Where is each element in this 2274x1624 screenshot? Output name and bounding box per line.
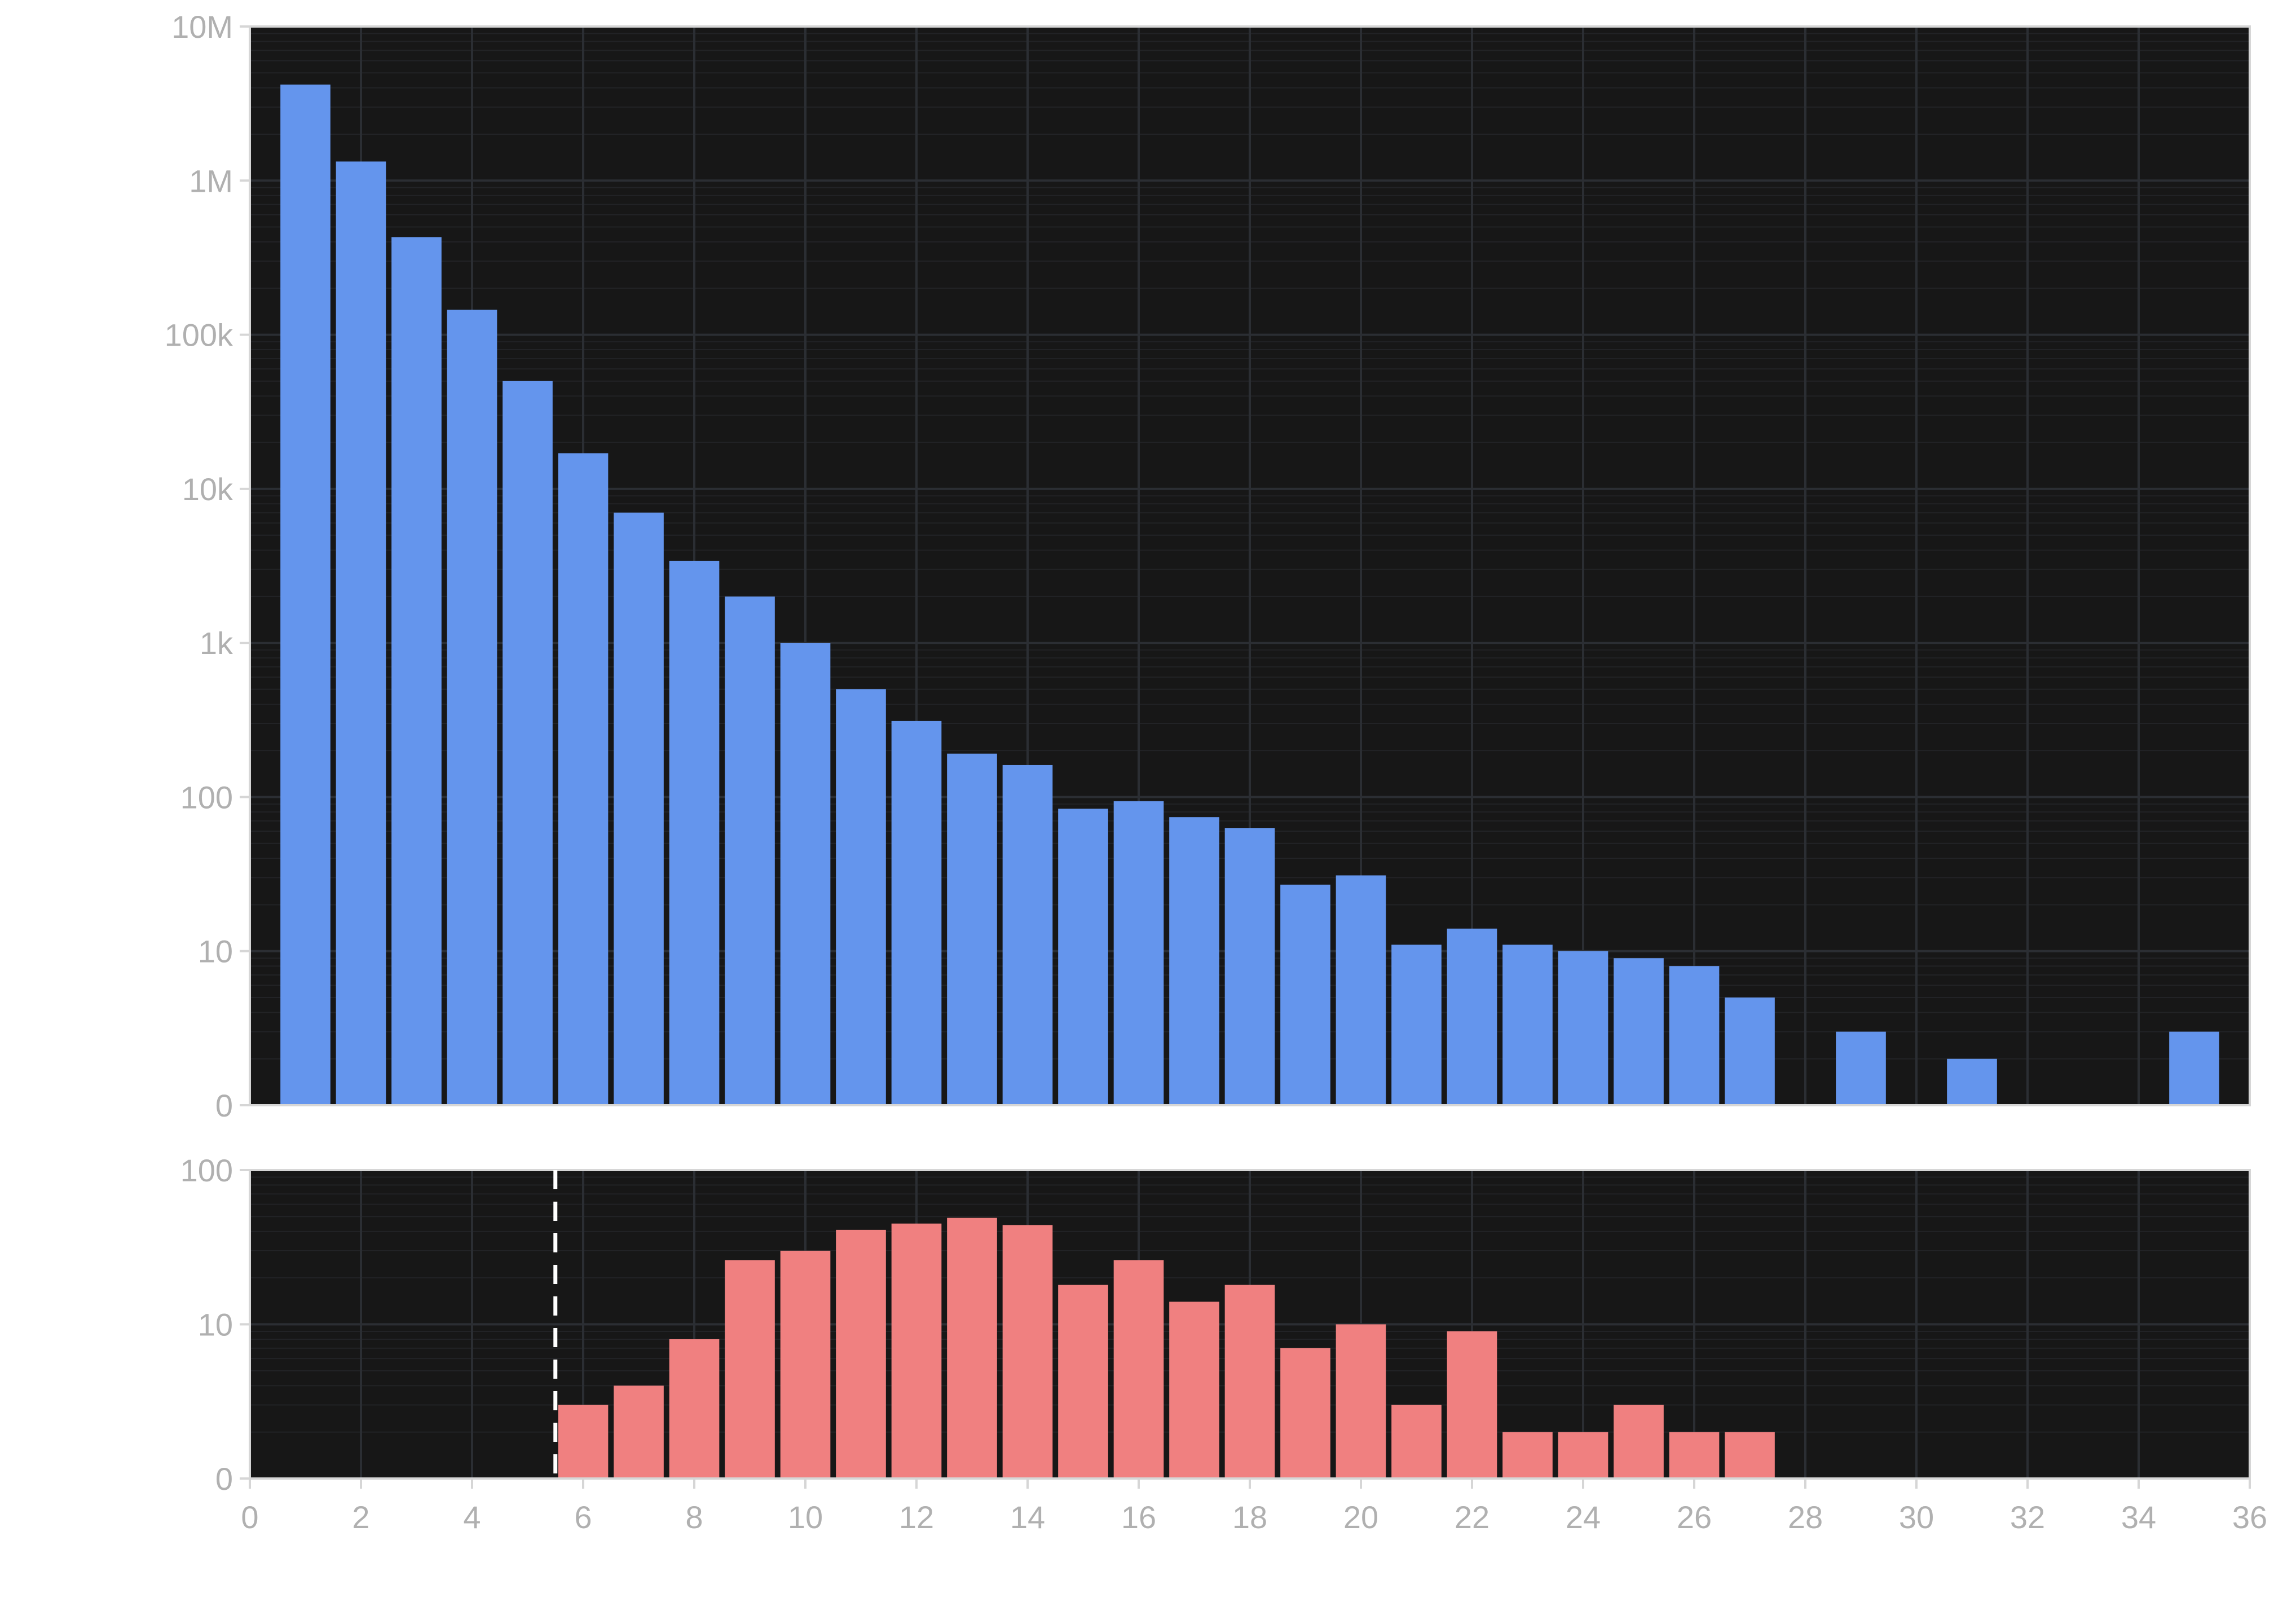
bottom-panel-bar-x12	[891, 1223, 942, 1479]
x-tick-label: 12	[899, 1499, 934, 1535]
x-tick-label: 8	[685, 1499, 703, 1535]
bottom-panel-bar-x18	[1224, 1285, 1275, 1479]
bottom-panel-bar-x10	[780, 1251, 831, 1479]
bottom-panel-bar-x19	[1280, 1348, 1330, 1479]
top-panel-bar-x14	[1002, 765, 1053, 1105]
top-panel-bar-x9	[725, 596, 775, 1105]
bottom-panel-bar-x24	[1558, 1432, 1608, 1479]
top-panel-bar-x13	[947, 753, 997, 1105]
x-tick-label: 6	[574, 1499, 592, 1535]
top-panel-bar-x3	[391, 237, 442, 1106]
top-panel-y-tick-label: 10	[198, 934, 233, 969]
bottom-panel-bar-x22	[1447, 1331, 1497, 1479]
top-panel-y-tick-label: 10M	[171, 9, 233, 45]
x-tick-label: 36	[2232, 1499, 2267, 1535]
x-tick-label: 18	[1232, 1499, 1267, 1535]
top-panel-bar-x17	[1169, 817, 1219, 1105]
top-panel-bar-x23	[1502, 945, 1553, 1105]
top-panel-bar-x21	[1391, 945, 1442, 1105]
top-panel-y-tick-label: 10k	[182, 471, 233, 507]
top-panel-bar-x22	[1447, 928, 1497, 1105]
top-panel-y-tick-label: 100	[180, 779, 233, 815]
bottom-panel-bar-x20	[1336, 1324, 1386, 1479]
bottom-panel-bar-x27	[1725, 1432, 1775, 1479]
bottom-panel-bar-x8	[669, 1339, 720, 1479]
bottom-panel-bar-x14	[1002, 1225, 1053, 1479]
top-panel-bar-x35	[2169, 1031, 2219, 1105]
bottom-panel-bar-x13	[947, 1217, 997, 1479]
top-panel-bar-x6	[558, 453, 609, 1105]
bottom-panel-bar-x16	[1113, 1260, 1164, 1479]
x-tick-label: 10	[788, 1499, 823, 1535]
x-tick-label: 22	[1455, 1499, 1489, 1535]
top-panel-bar-x25	[1614, 958, 1664, 1105]
x-tick-label: 4	[463, 1499, 481, 1535]
bottom-panel-y-tick-label: 10	[198, 1307, 233, 1343]
top-panel: 0 10 100 1k 10k 100k 1M 10M	[165, 9, 2251, 1123]
top-panel-border	[249, 25, 2251, 1106]
bottom-panel-bar-x23	[1502, 1432, 1553, 1479]
top-panel-bar-x5	[503, 381, 553, 1106]
top-panel-y-tick-label: 1k	[200, 625, 233, 661]
bottom-panel-y-tick-label: 100	[180, 1153, 233, 1188]
x-axis: 0 2 4 6 8 10 12 14 16 18 20 22 24 26 28 30 32 34 36	[241, 1479, 2267, 1535]
bottom-panel-y-tick-label: 0	[215, 1461, 233, 1497]
x-tick-label: 26	[1677, 1499, 1712, 1535]
top-panel-bar-x10	[780, 643, 831, 1105]
top-panel-y-tick-label: 0	[215, 1088, 233, 1123]
top-panel-bar-x7	[614, 513, 664, 1106]
top-panel-bar-x26	[1669, 966, 1720, 1105]
bottom-panel-bar-x7	[614, 1385, 664, 1479]
top-panel-bar-x15	[1058, 809, 1108, 1105]
bottom-panel-bar-x26	[1669, 1432, 1720, 1479]
bottom-panel: 0 10 100	[180, 1153, 2251, 1497]
bottom-panel-bar-x15	[1058, 1285, 1108, 1479]
top-panel-bar-x20	[1336, 875, 1386, 1105]
x-tick-label: 14	[1010, 1499, 1045, 1535]
top-panel-bar-x19	[1280, 884, 1330, 1105]
x-tick-label: 0	[241, 1499, 258, 1535]
top-panel-bar-x29	[1836, 1031, 1886, 1105]
x-tick-label: 24	[1566, 1499, 1601, 1535]
top-panel-bar-x24	[1558, 951, 1608, 1105]
top-panel-bar-x2	[336, 161, 386, 1106]
bottom-panel-bar-x17	[1169, 1301, 1219, 1479]
top-panel-bar-x11	[836, 689, 886, 1105]
top-panel-bar-x18	[1224, 828, 1275, 1105]
top-panel-bar-x1	[280, 84, 330, 1105]
top-panel-bar-x27	[1725, 997, 1775, 1105]
top-panel-bar-x4	[447, 310, 497, 1105]
top-panel-bar-x12	[891, 721, 942, 1105]
bottom-panel-bar-x25	[1614, 1405, 1664, 1479]
bottom-panel-bar-x9	[725, 1260, 775, 1479]
top-panel-bar-x31	[1947, 1058, 1997, 1105]
x-tick-label: 32	[2010, 1499, 2045, 1535]
bottom-panel-bar-x11	[836, 1229, 886, 1479]
x-tick-label: 2	[352, 1499, 369, 1535]
bottom-panel-bar-x6	[558, 1405, 609, 1479]
x-tick-label: 20	[1343, 1499, 1378, 1535]
x-tick-label: 16	[1121, 1499, 1156, 1535]
top-panel-y-tick-label: 100k	[165, 317, 233, 353]
bottom-panel-bar-x21	[1391, 1405, 1442, 1479]
x-tick-label: 30	[1899, 1499, 1934, 1535]
top-panel-y-tick-label: 1M	[189, 163, 233, 198]
top-panel-bar-x8	[669, 561, 720, 1105]
x-tick-label: 34	[2121, 1499, 2156, 1535]
top-panel-bar-x16	[1113, 801, 1164, 1105]
x-tick-label: 28	[1788, 1499, 1823, 1535]
